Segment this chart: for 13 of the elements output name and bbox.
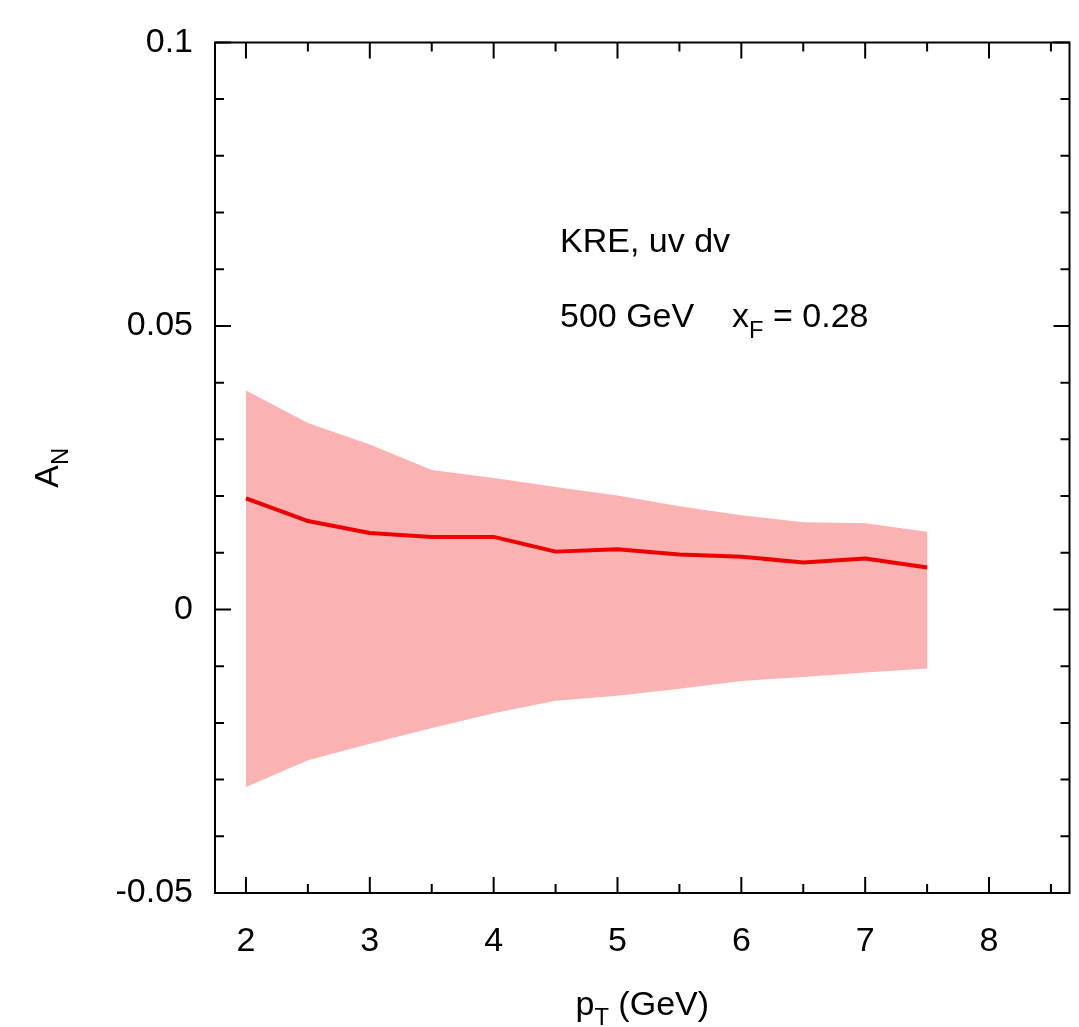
y-tick-label: 0.1 xyxy=(145,20,193,59)
x-tick-label: 2 xyxy=(236,919,256,958)
y-axis-title: AN xyxy=(27,447,74,488)
y-tick-label: -0.05 xyxy=(115,871,193,910)
y-tick-label: 0 xyxy=(174,587,193,626)
x-tick-label: 6 xyxy=(731,919,751,958)
x-tick-label: 4 xyxy=(484,919,504,958)
x-tick-label: 8 xyxy=(979,919,999,958)
x-tick-label: 5 xyxy=(608,919,627,958)
x-tick-label: 7 xyxy=(855,919,875,958)
annotation: KRE, uv dv xyxy=(560,221,731,260)
y-tick-label: 0.05 xyxy=(126,304,193,343)
x-tick-label: 3 xyxy=(360,919,380,958)
